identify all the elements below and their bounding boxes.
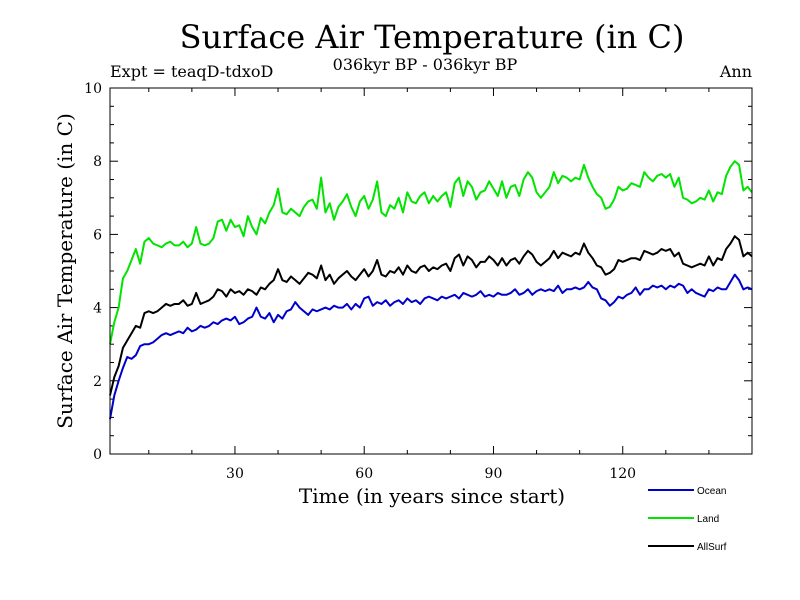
series-line-land [109,160,753,345]
x-tick-label: 60 [355,466,373,482]
series-line-allsurf [109,235,753,396]
y-tick-label: 4 [93,301,102,317]
x-tick-labels: 30 60 90 120 [226,466,636,482]
legend: Ocean Land AllSurf [648,486,727,553]
chart-title: Surface Air Temperature (in C) [180,18,685,56]
period-label: 036kyr BP - 036kyr BP [333,55,518,74]
x-axis-label: Time (in years since start) [299,484,565,508]
legend-label-ocean: Ocean [697,486,726,497]
y-tick-label: 10 [84,81,102,97]
legend-label-allsurf: AllSurf [697,542,727,553]
y-tick-label: 0 [93,447,102,463]
x-tick-label: 90 [485,466,503,482]
y-axis-label: Surface Air Temperature (in C) [53,113,77,429]
plot-frame [109,87,753,455]
y-tick-label: 8 [93,154,102,170]
series-lines [109,160,753,420]
axis-ticks [110,87,753,455]
experiment-label: Expt = teaqD-tdxoD [110,62,273,81]
x-tick-label: 30 [226,466,244,482]
series-line-ocean [109,273,753,420]
y-tick-label: 2 [93,374,102,390]
season-label: Ann [719,62,752,81]
legend-label-land: Land [697,514,719,525]
y-tick-label: 6 [93,227,102,243]
y-tick-labels: 0 2 4 6 8 10 [84,81,102,463]
x-tick-label: 120 [609,466,636,482]
